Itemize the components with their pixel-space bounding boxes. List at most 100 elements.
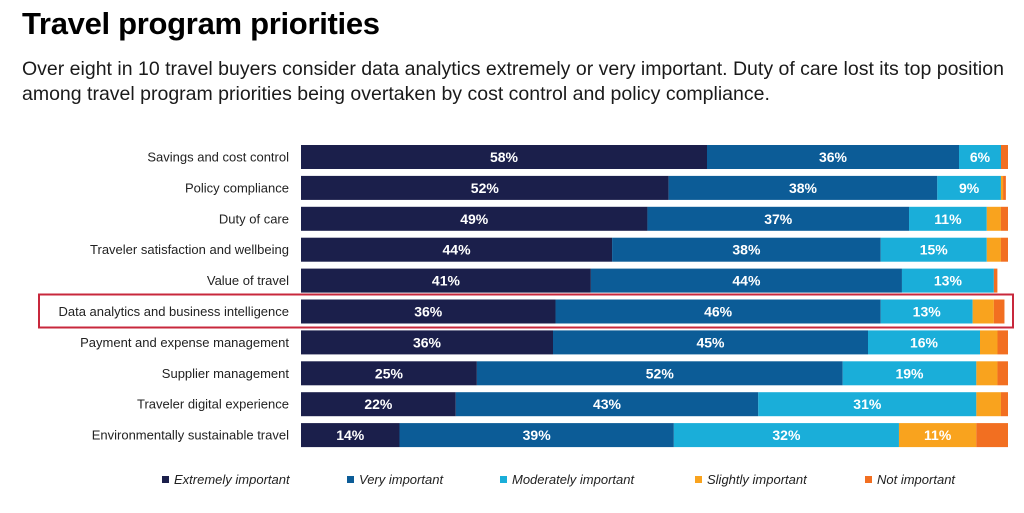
data-label: 19% — [895, 365, 924, 381]
data-label: 22% — [364, 396, 393, 412]
bar-segment-not — [1003, 175, 1006, 200]
bar-segment-moderately — [937, 175, 1001, 200]
bar-segment-very — [612, 237, 881, 262]
legend-swatch-slightly — [695, 476, 702, 483]
category-label: Data analytics and business intelligence — [58, 304, 289, 319]
bar-segment-very — [590, 268, 902, 293]
legend-label: Not important — [877, 472, 956, 487]
bar-segment-moderately — [758, 392, 977, 417]
bar-segment-very — [455, 392, 759, 417]
data-label: 38% — [789, 180, 818, 196]
data-label: 44% — [443, 242, 472, 258]
data-label: 11% — [924, 427, 952, 443]
data-label: 6% — [970, 149, 991, 165]
data-label: 37% — [764, 211, 793, 227]
bar-segment-very — [707, 145, 959, 169]
data-label: 45% — [696, 334, 725, 350]
bar-segment-not — [993, 299, 1005, 324]
bar-segment-extremely — [301, 299, 556, 324]
bar-segment-very — [647, 206, 910, 231]
category-label: Duty of care — [219, 211, 289, 226]
data-label: 13% — [913, 304, 942, 320]
bar-segment-moderately — [901, 268, 994, 293]
bar-segment-slightly — [976, 361, 998, 386]
bar-segment-very — [668, 175, 938, 200]
bar-segment-extremely — [301, 237, 613, 262]
category-label: Traveler digital experience — [137, 397, 289, 412]
data-label: 36% — [819, 149, 848, 165]
bar-segment-extremely — [301, 175, 669, 200]
bar-segment-moderately — [909, 206, 987, 231]
data-label: 16% — [910, 334, 939, 350]
bar-segment-not — [1001, 145, 1008, 169]
bar-segment-not — [1000, 237, 1008, 262]
legend-label: Slightly important — [707, 472, 808, 487]
category-label: Value of travel — [207, 273, 289, 288]
bar-segment-not — [997, 361, 1008, 386]
bar-segment-extremely — [301, 361, 477, 386]
bar-segment-slightly — [976, 392, 1001, 417]
legend-swatch-not — [865, 476, 872, 483]
bar-segment-moderately — [880, 237, 987, 262]
bar-segment-extremely — [301, 268, 591, 293]
category-label: Environmentally sustainable travel — [92, 428, 289, 443]
legend-label: Moderately important — [512, 472, 635, 487]
data-label: 11% — [934, 211, 962, 227]
data-label: 9% — [959, 180, 980, 196]
bar-segment-very — [553, 330, 868, 355]
data-label: 31% — [853, 396, 882, 412]
bar-segment-not — [1000, 392, 1008, 417]
data-label: 15% — [920, 242, 949, 258]
bar-segment-not — [993, 268, 998, 293]
bar-segment-slightly — [898, 423, 977, 448]
bar-segment-very — [399, 423, 674, 448]
data-label: 36% — [413, 334, 442, 350]
data-label: 41% — [432, 273, 461, 289]
data-label: 52% — [471, 180, 500, 196]
bar-segment-moderately — [868, 330, 980, 355]
bar-segment-slightly — [986, 237, 1001, 262]
data-label: 43% — [593, 396, 622, 412]
bar-segment-extremely — [301, 206, 648, 231]
bar-segment-extremely — [301, 330, 553, 355]
data-label: 39% — [523, 427, 552, 443]
bar-segment-moderately — [959, 145, 1001, 169]
data-label: 58% — [490, 149, 519, 165]
category-label: Supplier management — [162, 366, 290, 381]
data-label: 38% — [732, 242, 761, 258]
bar-segment-moderately — [842, 361, 977, 386]
bar-segment-very — [476, 361, 843, 386]
category-label: Payment and expense management — [80, 335, 289, 350]
legend-label: Extremely important — [174, 472, 291, 487]
bar-segment-moderately — [880, 299, 973, 324]
bar-segment-not — [976, 423, 1008, 448]
legend-swatch-very — [347, 476, 354, 483]
data-label: 14% — [336, 427, 365, 443]
data-label: 32% — [772, 427, 801, 443]
bar-segment-extremely — [301, 392, 456, 417]
highlight-box — [38, 293, 1014, 329]
data-label: 36% — [414, 304, 443, 320]
bar-segment-not — [1000, 206, 1008, 231]
data-label: 52% — [646, 365, 675, 381]
bar-segment-slightly — [980, 330, 998, 355]
data-label: 13% — [934, 273, 963, 289]
data-label: 46% — [704, 304, 733, 320]
bar-segment-extremely — [301, 423, 400, 448]
legend-swatch-extremely — [162, 476, 169, 483]
data-label: 25% — [375, 365, 404, 381]
data-label: 49% — [460, 211, 489, 227]
bar-segment-slightly — [972, 299, 994, 324]
category-label: Policy compliance — [185, 180, 289, 195]
bar-segment-slightly — [1000, 175, 1004, 200]
bar-segment-very — [555, 299, 881, 324]
data-label: 44% — [732, 273, 761, 289]
bar-segment-not — [997, 330, 1008, 355]
bar-segment-moderately — [673, 423, 899, 448]
legend-label: Very important — [359, 472, 444, 487]
category-label: Traveler satisfaction and wellbeing — [90, 242, 289, 257]
legend-swatch-moderately — [500, 476, 507, 483]
chart-subtitle: Over eight in 10 travel buyers consider … — [22, 58, 1004, 105]
chart-title: Travel program priorities — [22, 6, 380, 41]
